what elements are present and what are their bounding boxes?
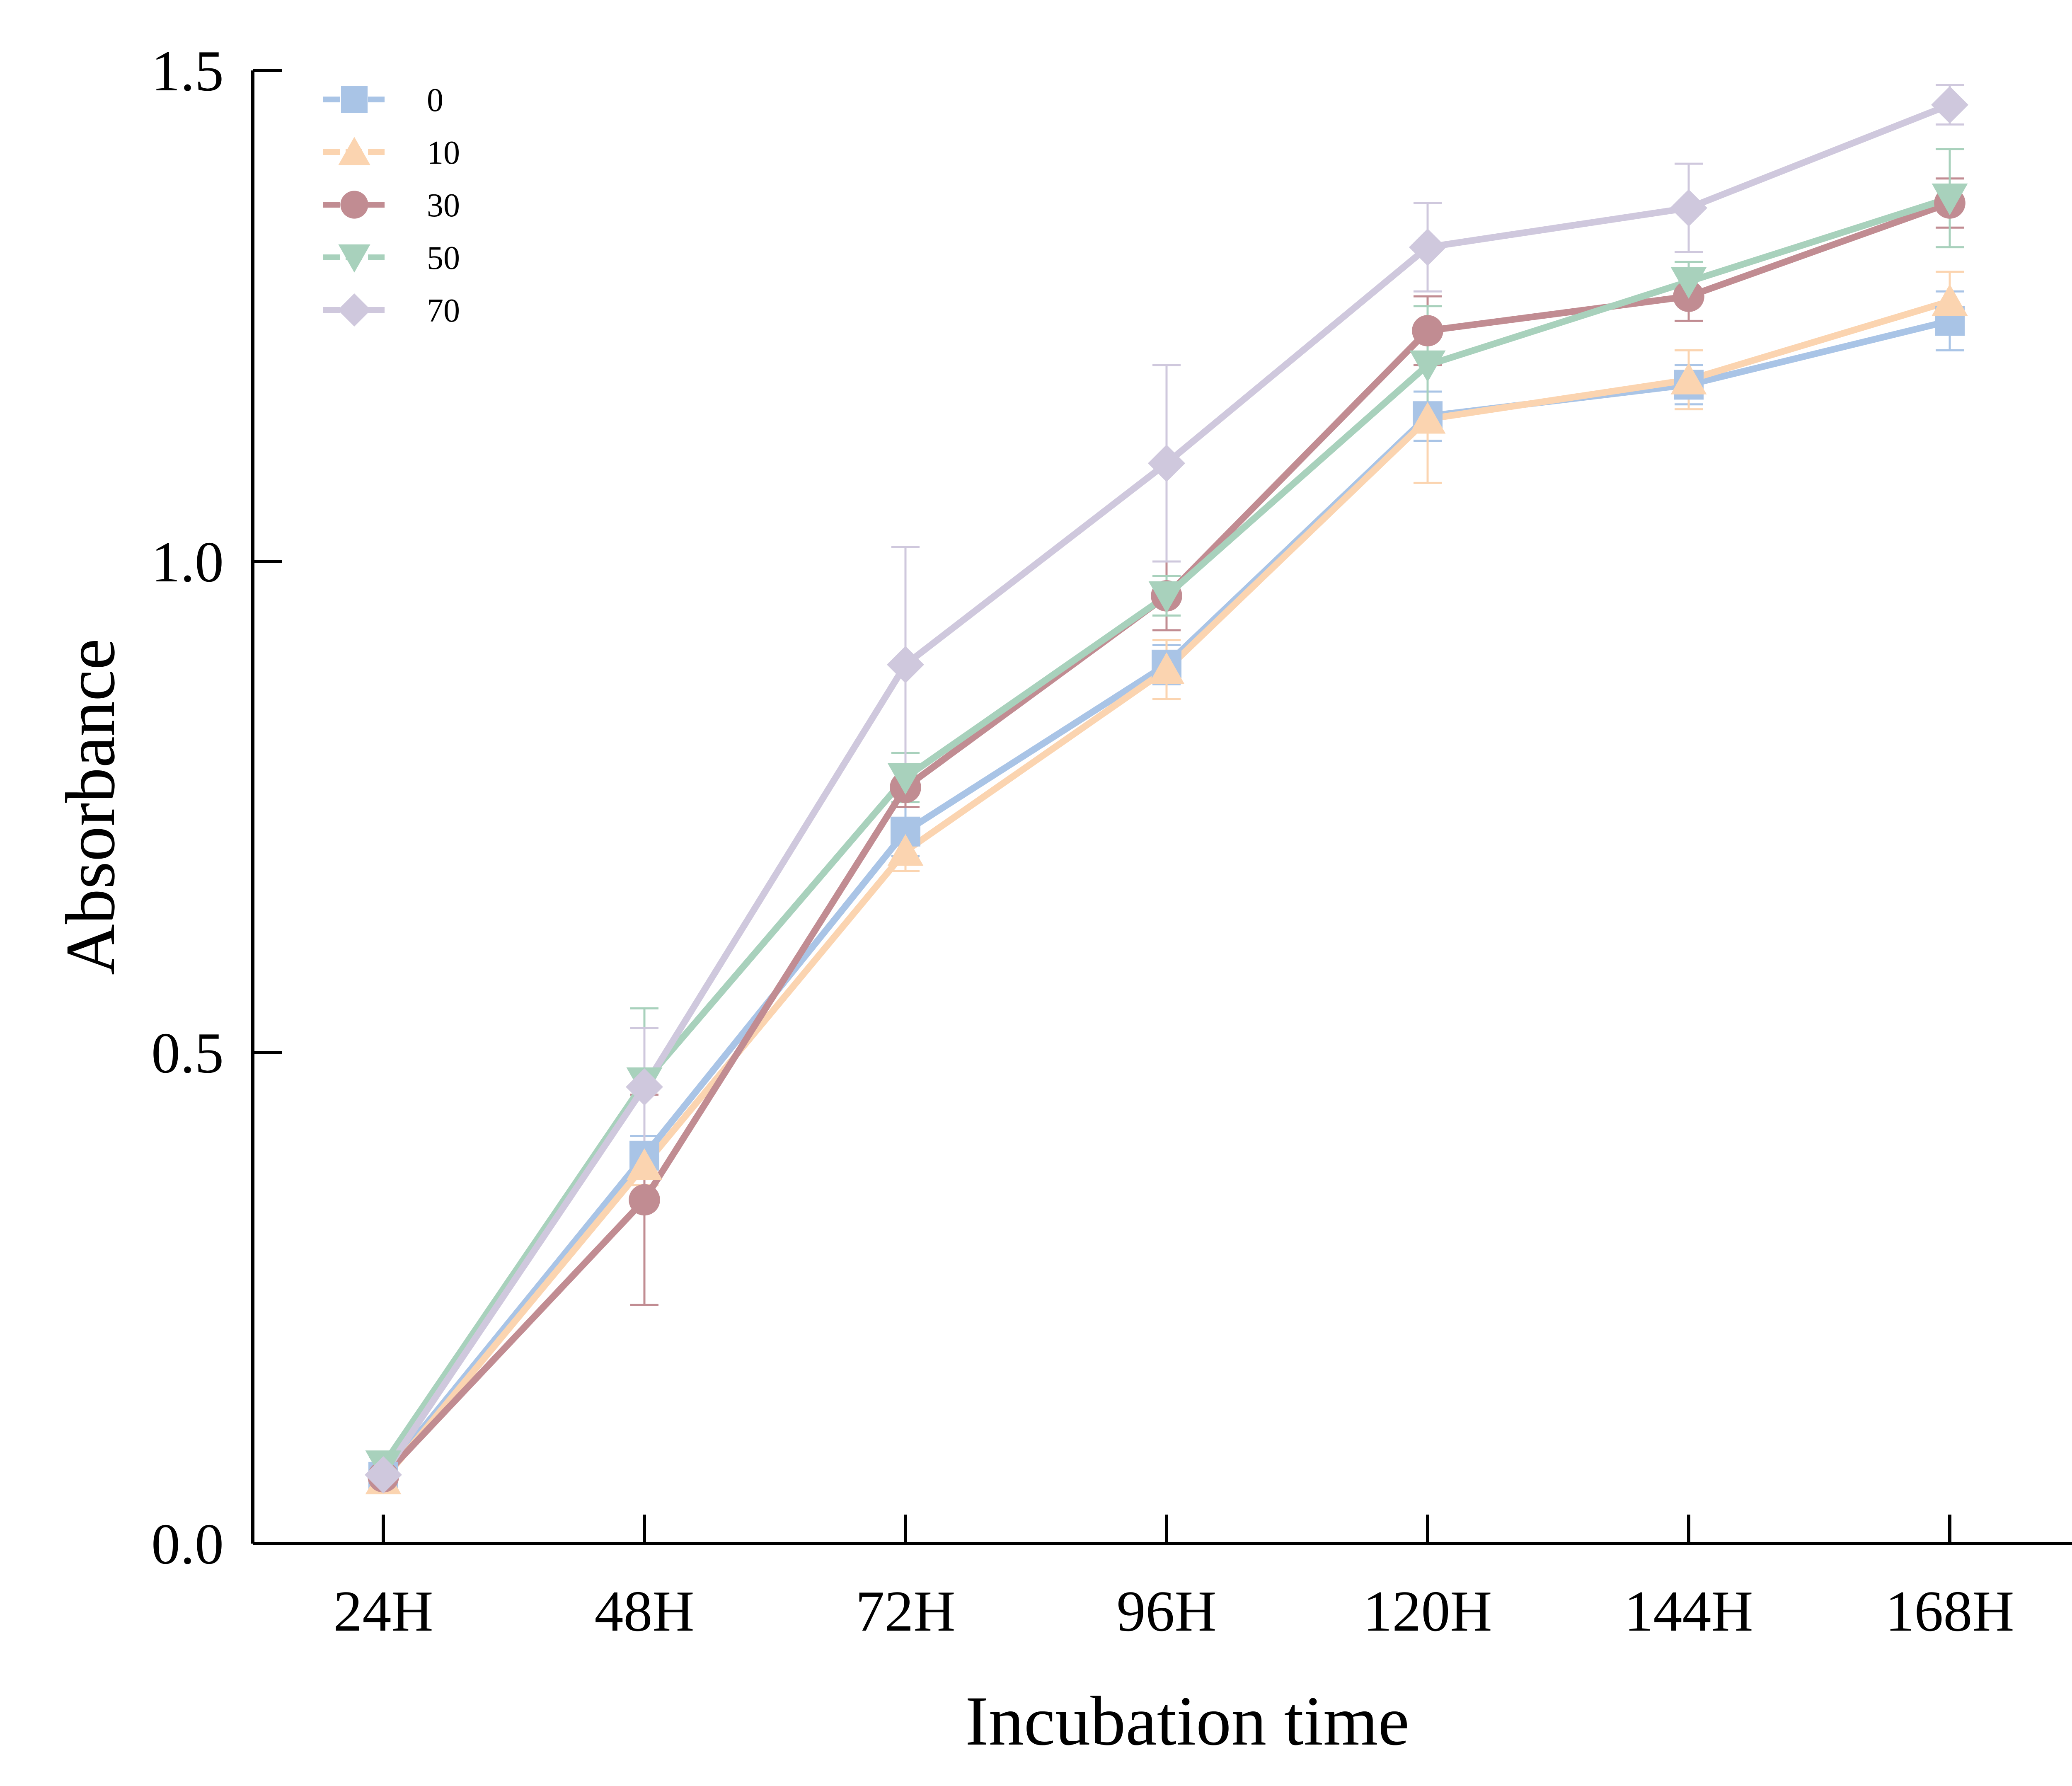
legend-marker-70 — [338, 293, 371, 327]
marker-70 — [1409, 228, 1446, 266]
marker-10 — [1409, 402, 1446, 434]
y-tick-label: 1.0 — [151, 530, 224, 594]
legend-label-50: 50 — [427, 240, 460, 276]
marker-50 — [1670, 267, 1707, 299]
legend-label-10: 10 — [427, 135, 460, 171]
legend-label-70: 70 — [427, 293, 460, 329]
marker-50 — [1409, 350, 1446, 382]
marker-70 — [887, 646, 924, 683]
data-point-markers — [365, 86, 1968, 1495]
series-line-70 — [380, 102, 1951, 1477]
marker-30 — [629, 1184, 660, 1216]
marker-30 — [1412, 315, 1443, 346]
legend-marker-50 — [338, 244, 370, 273]
legend-label-30: 30 — [427, 187, 460, 224]
x-tick-label: 120H — [1363, 1579, 1492, 1643]
x-tick-label: 72H — [855, 1579, 955, 1643]
marker-10 — [626, 1148, 663, 1180]
x-axis-title: Incubation time — [965, 1682, 1409, 1760]
x-axis-ticks: 24H 48H 72H 96H 120H 144H 168H — [333, 1515, 2014, 1643]
y-axis-ticks: 0.0 0.5 1.0 1.5 — [151, 39, 282, 1576]
y-tick-label: 1.5 — [151, 39, 224, 103]
marker-70 — [1670, 189, 1707, 227]
error-bars — [369, 84, 1964, 1489]
marker-70 — [626, 1068, 663, 1106]
marker-50 — [887, 763, 924, 795]
y-axis-title: Absorbance — [51, 639, 129, 975]
marker-50 — [1932, 183, 1968, 215]
legend-marker-0 — [341, 86, 368, 113]
x-tick-label: 48H — [594, 1579, 694, 1643]
x-tick-label: 144H — [1624, 1579, 1753, 1643]
x-tick-label: 96H — [1116, 1579, 1216, 1643]
marker-10 — [1148, 652, 1185, 684]
marker-10 — [1670, 363, 1707, 394]
y-tick-label: 0.0 — [151, 1512, 224, 1576]
marker-70 — [365, 1456, 402, 1494]
marker-10 — [1932, 284, 1968, 316]
marker-10 — [887, 834, 924, 866]
y-tick-label: 0.5 — [151, 1021, 224, 1085]
legend-marker-10 — [338, 137, 370, 165]
legend-marker-30 — [340, 191, 368, 219]
series-lines — [380, 102, 1951, 1482]
legend: 0 10 30 50 70 — [323, 82, 460, 329]
x-tick-label: 168H — [1885, 1579, 2014, 1643]
marker-70 — [1931, 86, 1968, 123]
marker-50 — [1148, 581, 1185, 613]
legend-label-0: 0 — [427, 82, 443, 119]
x-tick-label: 24H — [333, 1579, 433, 1643]
marker-70 — [1148, 445, 1185, 482]
